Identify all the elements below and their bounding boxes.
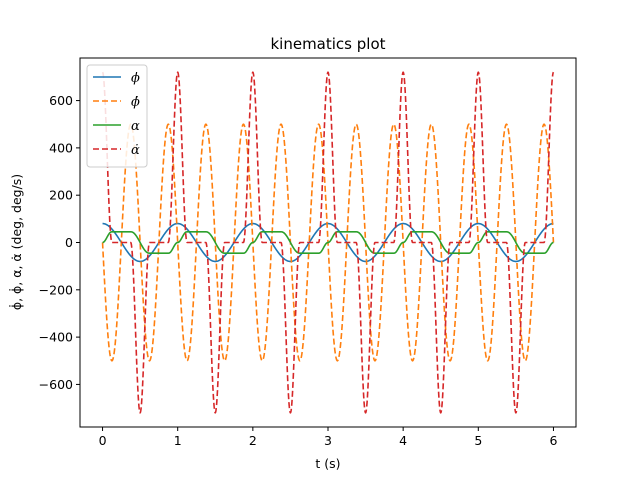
legend: ϕ ϕ̇ α α̇ <box>86 64 148 168</box>
x-tick-label: 4 <box>399 433 407 448</box>
y-tick-label: −400 <box>39 330 73 345</box>
legend-label: ϕ <box>131 71 140 86</box>
x-tick-label: 6 <box>549 433 557 448</box>
series-line-3 <box>102 231 554 254</box>
y-tick-label: −600 <box>39 377 73 392</box>
series-line-1 <box>102 222 554 263</box>
legend-label: ϕ̇ <box>131 95 140 110</box>
x-axis-label: t (s) <box>315 456 340 471</box>
series-line-4 <box>101 71 555 414</box>
chart-title: kinematics plot <box>270 35 385 53</box>
legend-label: α <box>131 119 140 134</box>
x-tick-label: 5 <box>474 433 482 448</box>
x-tick-label: 2 <box>249 433 257 448</box>
x-axis: 0 1 2 3 4 5 6 <box>99 427 557 448</box>
series-lines <box>101 71 555 414</box>
x-tick-label: 3 <box>324 433 332 448</box>
y-tick-label: 600 <box>49 93 73 108</box>
y-axis: −600 −400 −200 0 200 400 600 <box>39 93 80 392</box>
y-tick-label: 400 <box>49 140 73 155</box>
y-axis-label: ϕ̇, ϕ̇, α, α̇ (deg, deg/s) <box>9 174 24 310</box>
y-tick-label: 200 <box>49 188 73 203</box>
legend-box <box>86 64 148 168</box>
y-tick-label: 0 <box>65 235 73 250</box>
x-tick-label: 0 <box>99 433 107 448</box>
x-tick-label: 1 <box>174 433 182 448</box>
y-tick-label: −200 <box>39 282 73 297</box>
legend-label: α̇ <box>131 143 140 158</box>
